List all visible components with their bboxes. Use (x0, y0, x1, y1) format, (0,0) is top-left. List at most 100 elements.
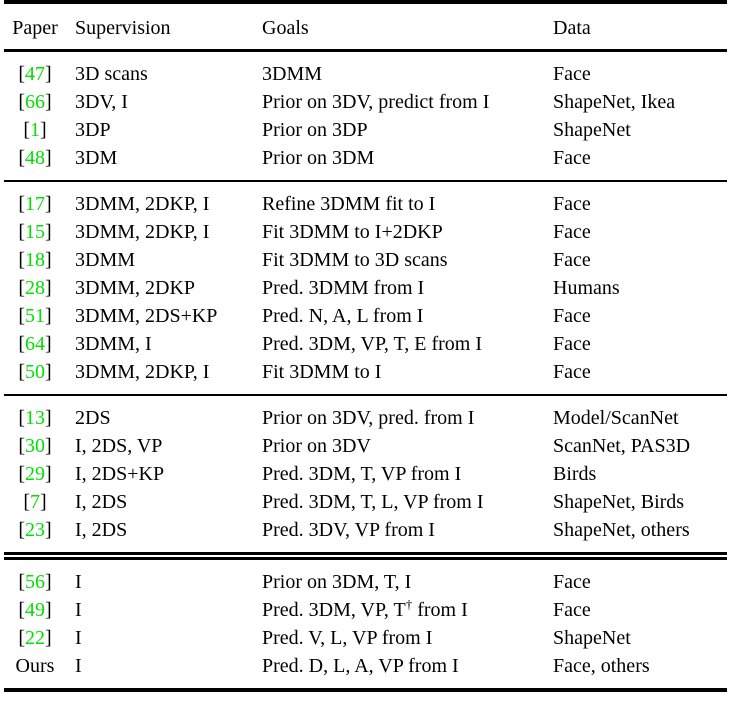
supervision-cell: 3DMM, 2DKP, I (75, 361, 210, 383)
goals-cell: Pred. 3DM, T, VP from I (262, 463, 462, 485)
comparison-table: Paper Supervision Goals Data [47] 3D scan… (4, 0, 727, 692)
citation-link[interactable]: [48] (18, 147, 52, 169)
citation-number: 49 (25, 599, 45, 621)
data-cell: ShapeNet (553, 119, 631, 141)
goals-cell: Pred. 3DV, VP from I (262, 519, 435, 541)
data-cell: ShapeNet, others (553, 519, 690, 541)
supervision-cell: 3DM (75, 147, 118, 169)
table-row: [30] I, 2DS, VP Prior on 3DV ScanNet, PAS3D (4, 432, 727, 460)
table-row: [48] 3DM Prior on 3DM Face (4, 144, 727, 181)
data-cell: ShapeNet, Ikea (553, 91, 676, 113)
paper-cell: [51] (4, 302, 66, 330)
citation-number: 48 (25, 147, 45, 169)
data-cell: ShapeNet (553, 627, 631, 649)
citation-link[interactable]: [51] (18, 305, 52, 327)
goals-cell: Pred. 3DM, VP, T† from I (262, 596, 468, 621)
paper-cell: [23] (4, 516, 66, 556)
citation-number: 51 (25, 305, 45, 327)
table-row: [29] I, 2DS+KP Pred. 3DM, T, VP from I Bird… (4, 460, 727, 488)
citation-number: 15 (25, 221, 45, 243)
supervision-cell: 3D scans (75, 63, 148, 85)
paper-cell: [7] (4, 488, 66, 516)
table-row: [51] 3DMM, 2DS+KP Pred. N, A, L from I Face (4, 302, 727, 330)
citation-link[interactable]: [13] (18, 407, 52, 429)
supervision-cell: 3DMM (75, 249, 136, 271)
supervision-cell: 3DV, I (75, 91, 128, 113)
citation-number: 64 (25, 333, 45, 355)
data-cell: Face (553, 193, 591, 215)
paper-cell: [30] (4, 432, 66, 460)
paper-cell: [66] (4, 88, 66, 116)
data-cell: Face (553, 63, 591, 85)
header-row: Paper Supervision Goals Data (4, 2, 727, 51)
data-cell: Face (553, 333, 591, 355)
paper-cell: [28] (4, 274, 66, 302)
dagger-superscript: † (405, 596, 413, 612)
supervision-cell: I, 2DS+KP (75, 463, 165, 485)
table-row: [28] 3DMM, 2DKP Pred. 3DMM from I Humans (4, 274, 727, 302)
data-cell: ScanNet, PAS3D (553, 435, 691, 457)
citation-link[interactable]: [49] (18, 599, 52, 621)
goals-cell: Prior on 3DM (262, 147, 375, 169)
supervision-cell: 3DP (75, 119, 111, 141)
citation-number: 7 (30, 491, 40, 513)
citation-link[interactable]: [64] (18, 333, 52, 355)
citation-number: 18 (25, 249, 45, 271)
citation-number: 30 (25, 435, 45, 457)
paper-cell: [1] (4, 116, 66, 144)
table-row: [17] 3DMM, 2DKP, I Refine 3DMM fit to I Fac… (4, 181, 727, 218)
citation-link[interactable]: [50] (18, 361, 52, 383)
citation-link[interactable]: [22] (18, 627, 52, 649)
citation-number: 29 (25, 463, 45, 485)
paper-cell: [50] (4, 358, 66, 395)
goals-cell: Prior on 3DV, predict from I (262, 91, 490, 113)
paper-cell: [49] (4, 596, 66, 624)
citation-link[interactable]: [23] (18, 519, 52, 541)
table-row: [49] I Pred. 3DM, VP, T† from I Face (4, 596, 727, 624)
citation-link[interactable]: [29] (18, 463, 52, 485)
citation-number: 66 (25, 91, 45, 113)
goals-cell: Refine 3DMM fit to I (262, 193, 436, 215)
data-cell: Face (553, 599, 591, 621)
goals-cell: Pred. N, A, L from I (262, 305, 424, 327)
citation-link[interactable]: [7] (23, 491, 47, 513)
paper-cell: [29] (4, 460, 66, 488)
citation-link[interactable]: [1] (23, 119, 47, 141)
ours-label: Ours (15, 655, 55, 677)
column-header-paper: Paper (12, 17, 58, 39)
citation-number: 47 (25, 63, 45, 85)
citation-link[interactable]: [15] (18, 221, 52, 243)
goals-cell: Fit 3DMM to I (262, 361, 382, 383)
table-row: [7] I, 2DS Pred. 3DM, T, L, VP from I Shape… (4, 488, 727, 516)
citation-link[interactable]: [30] (18, 435, 52, 457)
goals-cell: Prior on 3DP (262, 119, 368, 141)
supervision-cell: I (75, 571, 82, 593)
column-header-goals: Goals (262, 17, 309, 39)
citation-link[interactable]: [17] (18, 193, 52, 215)
data-cell: Humans (553, 277, 620, 299)
table-row: [22] I Pred. V, L, VP from I ShapeNet (4, 624, 727, 652)
citation-link[interactable]: [47] (18, 63, 52, 85)
supervision-cell: I, 2DS (75, 491, 128, 513)
supervision-cell: 3DMM, 2DKP, I (75, 221, 210, 243)
citation-number: 56 (25, 571, 45, 593)
table-row: [56] I Prior on 3DM, T, I Face (4, 556, 727, 596)
supervision-cell: 3DMM, 2DS+KP (75, 305, 218, 327)
citation-link[interactable]: [18] (18, 249, 52, 271)
citation-link[interactable]: [56] (18, 571, 52, 593)
citation-link[interactable]: [28] (18, 277, 52, 299)
citation-number: 17 (25, 193, 45, 215)
column-header-supervision: Supervision (75, 17, 171, 39)
table-section-1: [47] 3D scans 3DMM Face [66] 3DV, I Prior on 3… (4, 51, 727, 182)
citation-number: 13 (25, 407, 45, 429)
table-row: [23] I, 2DS Pred. 3DV, VP from I ShapeNet, … (4, 516, 727, 556)
supervision-cell: I, 2DS (75, 519, 128, 541)
citation-link[interactable]: [66] (18, 91, 52, 113)
goals-cell: Prior on 3DV (262, 435, 371, 457)
citation-number: 1 (30, 119, 40, 141)
table-row: [18] 3DMM Fit 3DMM to 3D scans Face (4, 246, 727, 274)
paper-cell: [18] (4, 246, 66, 274)
data-cell: Face (553, 221, 591, 243)
goals-cell: Pred. D, L, A, VP from I (262, 655, 459, 677)
paper-cell: [22] (4, 624, 66, 652)
